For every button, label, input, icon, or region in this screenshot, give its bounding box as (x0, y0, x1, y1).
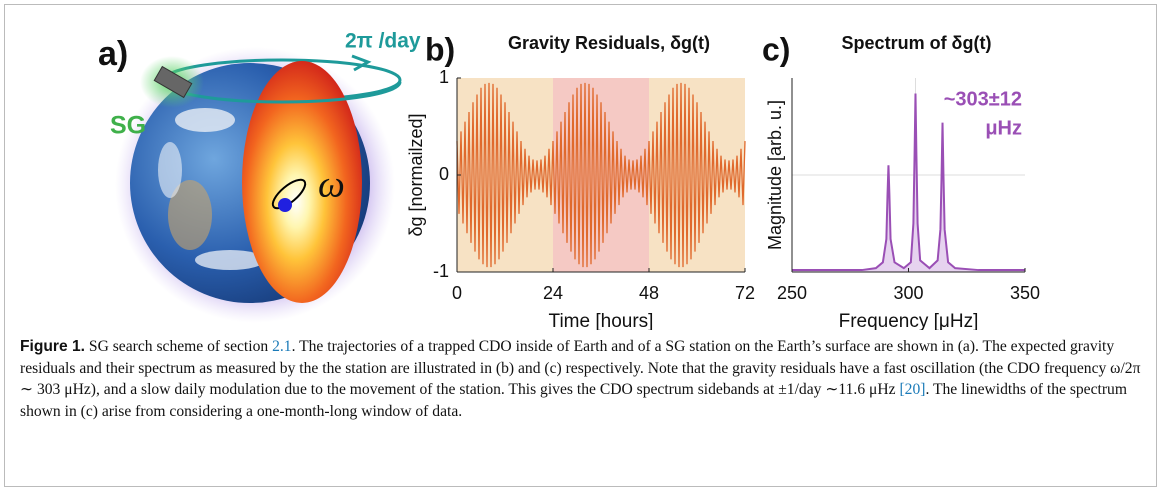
sg-station (153, 65, 193, 99)
caption-text: . The trajectories of a trapped CDO insi… (20, 338, 1141, 398)
caption: Figure 1. SG search scheme of section 2.… (20, 336, 1148, 422)
x-tick-label: 24 (543, 283, 563, 303)
x-tick-label: 300 (893, 283, 923, 303)
station-label: SG (110, 112, 146, 140)
cloud (195, 250, 265, 270)
orbit-arrow (351, 54, 372, 72)
cloud (175, 108, 235, 132)
caption-label: Figure 1. (20, 338, 85, 355)
panel-label: b) (425, 31, 455, 67)
annotation: μHz (985, 117, 1022, 139)
omega-label: ω (318, 164, 345, 206)
earth-illustration (115, 47, 402, 323)
citation-link[interactable]: [20] (899, 381, 926, 398)
y-axis-label: Magnitude [arb. u.] (765, 100, 785, 250)
chart-title: Gravity Residuals, δg(t) (508, 33, 710, 53)
x-axis-label: Frequency [μHz] (839, 311, 979, 330)
cloud (158, 142, 182, 198)
rotation-loop (271, 178, 307, 210)
x-tick-label: 0 (452, 283, 462, 303)
x-tick-label: 48 (639, 283, 659, 303)
x-axis-label: Time [hours] (549, 311, 654, 330)
y-tick-label: 0 (439, 164, 449, 184)
section-link[interactable]: 2.1 (272, 338, 292, 355)
annotation: ~303±12 (944, 88, 1022, 110)
earth-cutaway (242, 61, 362, 303)
caption-text: SG search scheme of section (85, 338, 273, 355)
chart-title: Spectrum of δg(t) (842, 33, 992, 53)
land (168, 180, 212, 250)
line (456, 82, 746, 268)
x-tick-label: 250 (777, 283, 807, 303)
y-axis-label: δg [normailzed] (406, 113, 426, 236)
panel-label: c) (762, 31, 790, 67)
y-tick-label: -1 (433, 261, 449, 281)
panel-label: a) (98, 35, 128, 73)
figure-frame (4, 4, 1157, 487)
rotation-label: 2π /day (345, 30, 421, 53)
x-tick-label: 72 (735, 283, 755, 303)
cdo (278, 198, 292, 212)
y-tick-label: 1 (439, 67, 449, 87)
line (792, 93, 1025, 272)
caption-text: . The linewidths of the spectrum shown i… (20, 381, 1127, 420)
x-tick-label: 350 (1010, 283, 1040, 303)
